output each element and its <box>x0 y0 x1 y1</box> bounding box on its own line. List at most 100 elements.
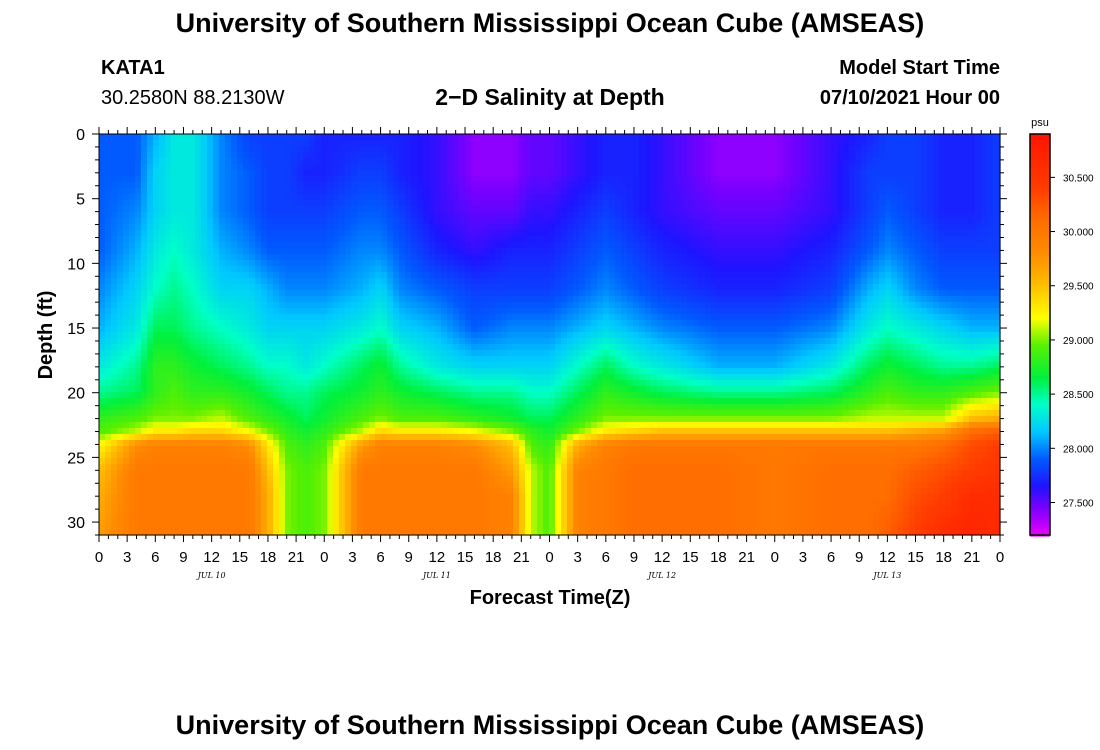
heatmap-cell <box>405 302 412 309</box>
heatmap-cell <box>303 446 310 453</box>
heatmap-cell <box>465 350 472 357</box>
heatmap-cell <box>303 200 310 207</box>
heatmap-cell <box>99 476 106 483</box>
heatmap-cell <box>315 338 322 345</box>
heatmap-cell <box>513 206 520 213</box>
heatmap-cell <box>351 518 358 525</box>
heatmap-cell <box>387 512 394 519</box>
heatmap-cell <box>345 494 352 501</box>
heatmap-cell <box>453 398 460 405</box>
heatmap-cell <box>291 428 298 435</box>
heatmap-cell <box>285 404 292 411</box>
heatmap-cell <box>297 134 304 141</box>
heatmap-cell <box>357 344 364 351</box>
heatmap-cell <box>255 344 262 351</box>
heatmap-cell <box>195 386 202 393</box>
heatmap-cell <box>387 470 394 477</box>
heatmap-cell <box>165 464 172 471</box>
heatmap-cell <box>483 356 490 363</box>
heatmap-cell <box>351 470 358 477</box>
heatmap-cell <box>363 302 370 309</box>
heatmap-cell <box>237 236 244 243</box>
heatmap-cell <box>369 236 376 243</box>
heatmap-cell <box>387 506 394 513</box>
heatmap-cell <box>237 284 244 291</box>
heatmap-cell <box>399 194 406 201</box>
heatmap-cell <box>297 404 304 411</box>
heatmap-cell <box>201 326 208 333</box>
heatmap-cell <box>495 338 502 345</box>
heatmap-cell <box>309 380 316 387</box>
heatmap-cell <box>345 290 352 297</box>
heatmap-cell <box>429 476 436 483</box>
heatmap-cell <box>471 386 478 393</box>
heatmap-field <box>99 134 1001 536</box>
heatmap-cell <box>303 230 310 237</box>
heatmap-cell <box>339 362 346 369</box>
heatmap-cell <box>183 476 190 483</box>
heatmap-cell <box>381 446 388 453</box>
heatmap-cell <box>525 284 532 291</box>
heatmap-cell <box>279 200 286 207</box>
heatmap-cell <box>525 506 532 513</box>
heatmap-cell <box>279 410 286 417</box>
heatmap-cell <box>303 188 310 195</box>
heatmap-cell <box>243 284 250 291</box>
heatmap-cell <box>405 290 412 297</box>
heatmap-cell <box>519 242 526 249</box>
heatmap-cell <box>459 308 466 315</box>
heatmap-cell <box>459 428 466 435</box>
heatmap-cell <box>321 176 328 183</box>
heatmap-cell <box>489 386 496 393</box>
heatmap-cell <box>147 356 154 363</box>
heatmap-cell <box>165 386 172 393</box>
heatmap-cell <box>363 506 370 513</box>
heatmap-cell <box>111 368 118 375</box>
heatmap-cell <box>141 410 148 417</box>
heatmap-cell <box>381 386 388 393</box>
heatmap-cell <box>459 512 466 519</box>
heatmap-cell <box>405 404 412 411</box>
heatmap-cell <box>177 350 184 357</box>
heatmap-cell <box>285 152 292 159</box>
heatmap-cell <box>291 158 298 165</box>
heatmap-cell <box>231 248 238 255</box>
heatmap-cell <box>99 152 106 159</box>
heatmap-cell <box>219 194 226 201</box>
heatmap-cell <box>147 224 154 231</box>
heatmap-cell <box>351 476 358 483</box>
heatmap-cell <box>531 380 538 387</box>
heatmap-cell <box>363 290 370 297</box>
heatmap-cell <box>345 194 352 201</box>
heatmap-cell <box>141 482 148 489</box>
heatmap-cell <box>219 530 226 536</box>
heatmap-cell <box>207 218 214 225</box>
heatmap-cell <box>285 314 292 321</box>
heatmap-cell <box>423 170 430 177</box>
heatmap-cell <box>351 296 358 303</box>
heatmap-cell <box>147 230 154 237</box>
heatmap-cell <box>291 236 298 243</box>
heatmap-cell <box>243 146 250 153</box>
heatmap-cell <box>471 248 478 255</box>
heatmap-cell <box>441 200 448 207</box>
heatmap-cell <box>273 350 280 357</box>
heatmap-cell <box>495 494 502 501</box>
heatmap-cell <box>225 386 232 393</box>
heatmap-cell <box>135 182 142 189</box>
heatmap-cell <box>363 374 370 381</box>
heatmap-cell <box>177 464 184 471</box>
heatmap-cell <box>261 188 268 195</box>
heatmap-cell <box>165 200 172 207</box>
heatmap-cell <box>201 320 208 327</box>
heatmap-cell <box>123 158 130 165</box>
heatmap-cell <box>159 524 166 531</box>
heatmap-cell <box>99 206 106 213</box>
heatmap-cell <box>117 482 124 489</box>
heatmap-cell <box>339 374 346 381</box>
heatmap-cell <box>297 440 304 447</box>
heatmap-cell <box>141 368 148 375</box>
heatmap-cell <box>135 344 142 351</box>
heatmap-cell <box>291 464 298 471</box>
heatmap-cell <box>105 332 112 339</box>
